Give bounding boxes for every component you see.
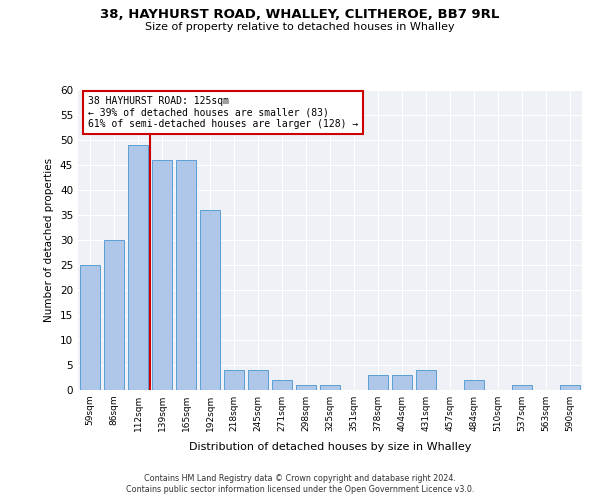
Bar xyxy=(80,265,100,390)
Bar xyxy=(464,380,484,390)
Bar xyxy=(248,370,268,390)
Bar xyxy=(368,375,388,390)
Bar xyxy=(320,385,340,390)
Bar xyxy=(296,385,316,390)
Bar xyxy=(200,210,220,390)
Bar xyxy=(104,240,124,390)
Bar xyxy=(224,370,244,390)
Text: Distribution of detached houses by size in Whalley: Distribution of detached houses by size … xyxy=(189,442,471,452)
Bar xyxy=(416,370,436,390)
Y-axis label: Number of detached properties: Number of detached properties xyxy=(44,158,55,322)
Bar xyxy=(152,160,172,390)
Text: Contains HM Land Registry data © Crown copyright and database right 2024.: Contains HM Land Registry data © Crown c… xyxy=(144,474,456,483)
Text: 38 HAYHURST ROAD: 125sqm
← 39% of detached houses are smaller (83)
61% of semi-d: 38 HAYHURST ROAD: 125sqm ← 39% of detach… xyxy=(88,96,358,129)
Text: Contains public sector information licensed under the Open Government Licence v3: Contains public sector information licen… xyxy=(126,485,474,494)
Bar xyxy=(176,160,196,390)
Bar xyxy=(512,385,532,390)
Bar xyxy=(392,375,412,390)
Bar xyxy=(128,145,148,390)
Text: 38, HAYHURST ROAD, WHALLEY, CLITHEROE, BB7 9RL: 38, HAYHURST ROAD, WHALLEY, CLITHEROE, B… xyxy=(100,8,500,20)
Text: Size of property relative to detached houses in Whalley: Size of property relative to detached ho… xyxy=(145,22,455,32)
Bar xyxy=(272,380,292,390)
Bar xyxy=(560,385,580,390)
